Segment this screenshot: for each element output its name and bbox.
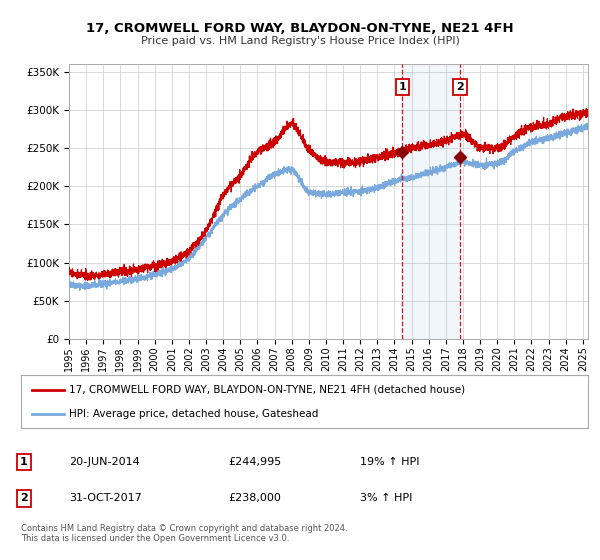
Text: 1: 1 — [398, 82, 406, 92]
Text: Contains HM Land Registry data © Crown copyright and database right 2024.: Contains HM Land Registry data © Crown c… — [21, 524, 347, 533]
Text: This data is licensed under the Open Government Licence v3.0.: This data is licensed under the Open Gov… — [21, 534, 289, 543]
Text: £238,000: £238,000 — [228, 493, 281, 503]
Text: £244,995: £244,995 — [228, 457, 281, 467]
Text: 17, CROMWELL FORD WAY, BLAYDON-ON-TYNE, NE21 4FH (detached house): 17, CROMWELL FORD WAY, BLAYDON-ON-TYNE, … — [69, 385, 466, 395]
Text: 2: 2 — [20, 493, 28, 503]
Text: 20-JUN-2014: 20-JUN-2014 — [69, 457, 140, 467]
Text: 31-OCT-2017: 31-OCT-2017 — [69, 493, 142, 503]
Text: Price paid vs. HM Land Registry's House Price Index (HPI): Price paid vs. HM Land Registry's House … — [140, 36, 460, 46]
Text: 17, CROMWELL FORD WAY, BLAYDON-ON-TYNE, NE21 4FH: 17, CROMWELL FORD WAY, BLAYDON-ON-TYNE, … — [86, 22, 514, 35]
Text: 1: 1 — [20, 457, 28, 467]
Text: HPI: Average price, detached house, Gateshead: HPI: Average price, detached house, Gate… — [69, 409, 319, 419]
Bar — [403, 64, 460, 339]
Text: 19% ↑ HPI: 19% ↑ HPI — [360, 457, 419, 467]
Text: 2: 2 — [456, 82, 464, 92]
Text: 3% ↑ HPI: 3% ↑ HPI — [360, 493, 412, 503]
